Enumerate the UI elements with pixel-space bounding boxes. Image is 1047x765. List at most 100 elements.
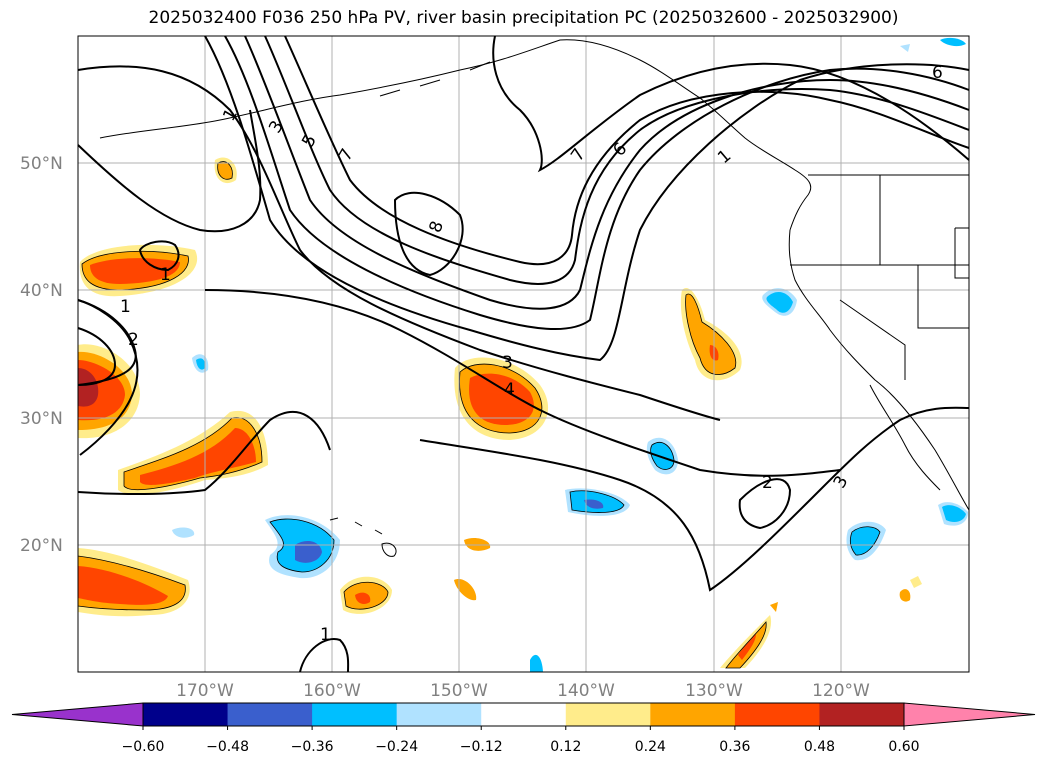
colorbar-extend-low <box>11 702 144 727</box>
pv-contour <box>393 191 464 277</box>
colorbar-bin <box>227 703 313 726</box>
pv-label: 4 <box>504 380 515 400</box>
colorbar-tick-label: 0.36 <box>719 739 750 755</box>
pv-contours <box>77 35 970 673</box>
pv-label: 2 <box>762 473 773 493</box>
precip-blob <box>900 44 910 52</box>
bc-coast <box>699 97 812 231</box>
colorbar-tick-label: −0.60 <box>122 739 165 755</box>
lat-label: 40°N <box>20 281 63 301</box>
lat-label: 30°N <box>20 409 63 429</box>
lon-labels: 170°W 160°W 150°W 140°W 130°W 120°W <box>176 681 870 701</box>
pv-contour <box>77 65 721 421</box>
precip-blob <box>469 373 534 425</box>
lon-label: 150°W <box>430 681 488 701</box>
precip-blob <box>850 526 880 556</box>
precip-outline <box>217 161 233 180</box>
pv-label: 1 <box>320 625 331 645</box>
colorbar-tick-label: −0.24 <box>375 739 418 755</box>
state-border <box>954 227 969 279</box>
precip-outline <box>77 555 186 611</box>
precip-outline <box>849 526 881 556</box>
precip-blob <box>140 428 256 485</box>
coastlines <box>99 39 970 557</box>
precip-outline <box>569 490 625 513</box>
precip-blob <box>910 576 922 588</box>
map-area <box>78 36 969 672</box>
pv-contour <box>492 35 970 173</box>
pv-contour <box>264 35 970 285</box>
precip-outline <box>725 621 767 669</box>
colorbar-tick-label: 0.60 <box>888 739 919 755</box>
pv-label: 3 <box>502 353 513 373</box>
precip-blob <box>90 258 180 284</box>
precip-blob <box>942 505 966 522</box>
pv-contour <box>77 109 262 233</box>
precip-blob <box>899 589 911 602</box>
precip-blob <box>530 654 543 672</box>
us-west-coast <box>788 229 970 511</box>
pv-label: 1 <box>160 265 171 285</box>
baja-coast <box>869 384 941 491</box>
pv-contour <box>138 240 180 272</box>
pv-contour <box>419 406 970 592</box>
precip-blob <box>766 291 793 313</box>
colorbar-bin <box>396 703 482 726</box>
pv-contour <box>204 289 841 477</box>
precip-blob <box>720 615 772 668</box>
precip-blob <box>196 358 206 370</box>
state-border <box>839 299 906 380</box>
pv-contour <box>284 35 970 266</box>
colorbar-bin <box>565 703 651 726</box>
colorbar-tick-label: −0.12 <box>460 739 503 755</box>
colorbar-bin <box>312 703 398 726</box>
precipitation-outlines <box>77 161 881 669</box>
lat-labels: 50°N 40°N 30°N 20°N <box>20 154 63 556</box>
colorbar-border <box>142 702 905 727</box>
pv-label: 2 <box>128 330 139 350</box>
colorbar-tick-label: −0.36 <box>291 739 334 755</box>
alaska-coast <box>99 39 701 139</box>
colorbar-bin <box>481 703 567 726</box>
colorbar-bin <box>143 703 229 726</box>
precip-outline <box>269 518 335 573</box>
pv-label: 6 <box>932 63 943 83</box>
lon-label: 170°W <box>176 681 234 701</box>
pv-contour <box>204 35 970 362</box>
lon-label: 120°W <box>812 681 870 701</box>
pv-contour <box>738 478 792 530</box>
colorbar: −0.60 −0.48 −0.36 −0.24 −0.12 0.12 0.24 0.36 0.4… <box>11 702 1036 755</box>
precip-blob <box>464 537 491 551</box>
precip-blob <box>217 161 233 180</box>
colorbar-bin <box>819 703 905 726</box>
precip-blob <box>78 368 99 407</box>
precip-blob <box>454 579 477 601</box>
precip-blob <box>650 442 674 470</box>
pv-contour <box>77 299 139 456</box>
precip-outline <box>685 293 737 375</box>
lon-label: 130°W <box>685 681 743 701</box>
pv-contour <box>244 35 970 310</box>
precip-outline <box>123 417 263 491</box>
pv-label: 1 <box>120 297 131 317</box>
map-title: 2025032400 F036 250 hPa PV, river basin … <box>148 8 899 28</box>
lon-label: 140°W <box>557 681 615 701</box>
precip-outline <box>81 250 189 291</box>
colorbar-tick-label: 0.48 <box>804 739 835 755</box>
precip-blob <box>770 602 778 612</box>
pv-contour <box>77 327 117 386</box>
hawaii <box>329 517 397 557</box>
precip-blob <box>940 37 966 47</box>
precip-blob <box>355 592 371 604</box>
colorbar-tick-label: −0.48 <box>206 739 249 755</box>
colorbar-bin <box>734 703 820 726</box>
precip-blob <box>584 499 604 509</box>
lat-label: 20°N <box>20 536 63 556</box>
colorbar-tick-label: 0.12 <box>550 739 581 755</box>
precip-blob <box>295 540 322 563</box>
precip-blob <box>78 566 168 605</box>
pv-contour <box>77 410 331 496</box>
map-frame <box>77 35 970 673</box>
precip-blob <box>172 527 195 538</box>
